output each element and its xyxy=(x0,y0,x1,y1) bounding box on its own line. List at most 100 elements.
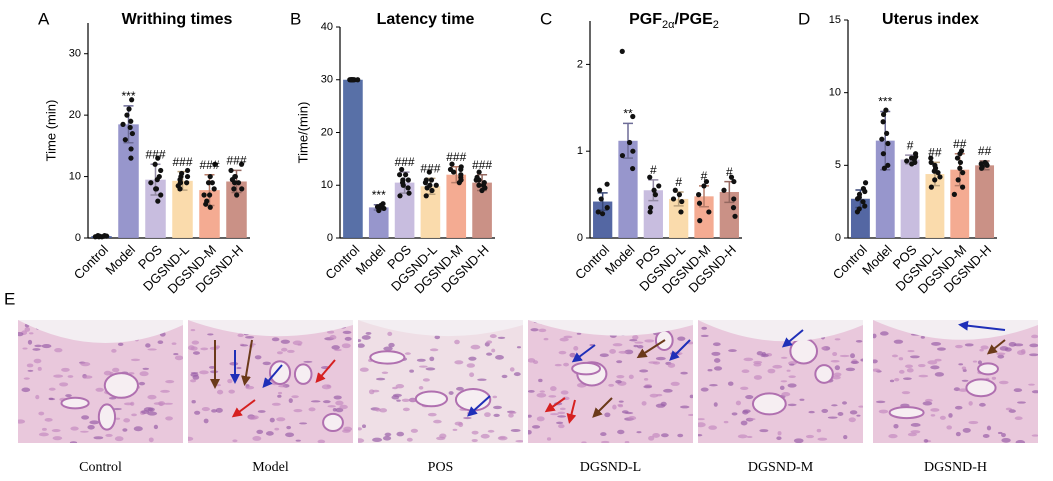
y-tick-label: 0 xyxy=(577,232,583,244)
cell-nucleus xyxy=(245,335,255,339)
cell-nucleus xyxy=(1001,437,1011,443)
data-point xyxy=(959,184,966,190)
cell-nucleus xyxy=(148,437,154,443)
cell-nucleus xyxy=(81,415,90,420)
data-point xyxy=(128,155,134,161)
data-point xyxy=(885,140,891,147)
cell-nucleus xyxy=(44,417,53,422)
data-point xyxy=(212,161,218,167)
cell-nucleus xyxy=(48,398,56,401)
data-point xyxy=(476,177,482,183)
bar xyxy=(472,182,492,238)
data-point xyxy=(648,205,654,211)
cell-nucleus xyxy=(406,437,413,442)
cell-nucleus xyxy=(276,417,286,422)
error-bar xyxy=(123,105,134,144)
cell-nucleus xyxy=(396,431,405,437)
cell-nucleus xyxy=(839,354,850,358)
cell-nucleus xyxy=(1031,390,1038,394)
data-point xyxy=(232,173,238,180)
cell-nucleus xyxy=(964,343,974,347)
cell-nucleus xyxy=(295,439,301,442)
cell-nucleus xyxy=(667,362,676,368)
y-tick-label: 20 xyxy=(321,126,333,138)
cell-nucleus xyxy=(227,378,233,384)
cell-nucleus xyxy=(687,413,693,416)
cell-nucleus xyxy=(395,384,405,389)
data-point xyxy=(479,187,485,194)
cell-nucleus xyxy=(821,346,827,350)
cell-nucleus xyxy=(741,369,750,373)
cell-nucleus xyxy=(923,439,929,443)
cell-nucleus xyxy=(880,331,889,336)
cell-nucleus xyxy=(362,424,367,429)
data-point xyxy=(619,48,625,54)
data-point xyxy=(931,168,937,174)
gland xyxy=(414,390,449,408)
cell-nucleus xyxy=(409,369,414,373)
cell-nucleus xyxy=(848,417,856,423)
group-label: DGSND-H xyxy=(924,460,987,475)
data-point xyxy=(405,185,411,191)
data-point xyxy=(184,173,191,180)
cell-nucleus xyxy=(497,336,506,339)
cell-nucleus xyxy=(934,372,945,377)
significance-label: ### xyxy=(446,150,466,164)
cell-nucleus xyxy=(910,430,921,434)
cell-nucleus xyxy=(609,348,616,354)
cell-nucleus xyxy=(530,328,539,332)
cell-nucleus xyxy=(560,390,569,395)
cell-nucleus xyxy=(256,429,264,434)
panel-letter: B xyxy=(290,9,301,28)
data-point xyxy=(862,180,869,186)
bar xyxy=(925,174,945,238)
cell-nucleus xyxy=(709,384,718,387)
data-point xyxy=(731,196,737,202)
cell-nucleus xyxy=(753,362,762,367)
cell-nucleus xyxy=(832,351,838,357)
data-point xyxy=(928,159,934,166)
cell-nucleus xyxy=(898,369,905,374)
cell-nucleus xyxy=(70,426,79,431)
cell-nucleus xyxy=(245,385,255,390)
cell-nucleus xyxy=(123,418,131,423)
cell-nucleus xyxy=(513,372,521,377)
chart-title: Latency time xyxy=(377,11,475,28)
significance-label: ## xyxy=(978,144,992,158)
cell-nucleus xyxy=(850,353,856,359)
cell-nucleus xyxy=(780,380,788,383)
cell-nucleus xyxy=(616,360,623,364)
cell-nucleus xyxy=(904,364,913,369)
data-point xyxy=(148,180,154,186)
cell-nucleus xyxy=(368,389,375,395)
cell-nucleus xyxy=(727,381,734,386)
data-point xyxy=(883,107,889,113)
cell-nucleus xyxy=(327,405,336,408)
cell-nucleus xyxy=(961,366,967,370)
cell-nucleus xyxy=(742,409,751,413)
cell-nucleus xyxy=(873,359,878,364)
cell-nucleus xyxy=(889,379,895,383)
cell-nucleus xyxy=(190,371,199,374)
data-point xyxy=(207,192,213,198)
cell-nucleus xyxy=(427,412,437,417)
arrow xyxy=(592,397,613,418)
data-point xyxy=(239,186,245,192)
cell-nucleus xyxy=(38,432,49,437)
cell-nucleus xyxy=(538,378,543,383)
cell-nucleus xyxy=(28,332,34,335)
cell-nucleus xyxy=(190,346,198,351)
cell-nucleus xyxy=(32,348,41,351)
cell-nucleus xyxy=(41,427,47,431)
cell-nucleus xyxy=(979,402,986,407)
cell-nucleus xyxy=(456,386,464,391)
data-point xyxy=(862,203,868,209)
cell-nucleus xyxy=(192,374,200,380)
cell-nucleus xyxy=(581,441,587,443)
cell-nucleus xyxy=(968,401,973,406)
cell-nucleus xyxy=(37,366,42,371)
cell-nucleus xyxy=(548,395,557,398)
cell-nucleus xyxy=(909,355,920,359)
cell-nucleus xyxy=(767,368,776,374)
data-point xyxy=(423,193,429,199)
